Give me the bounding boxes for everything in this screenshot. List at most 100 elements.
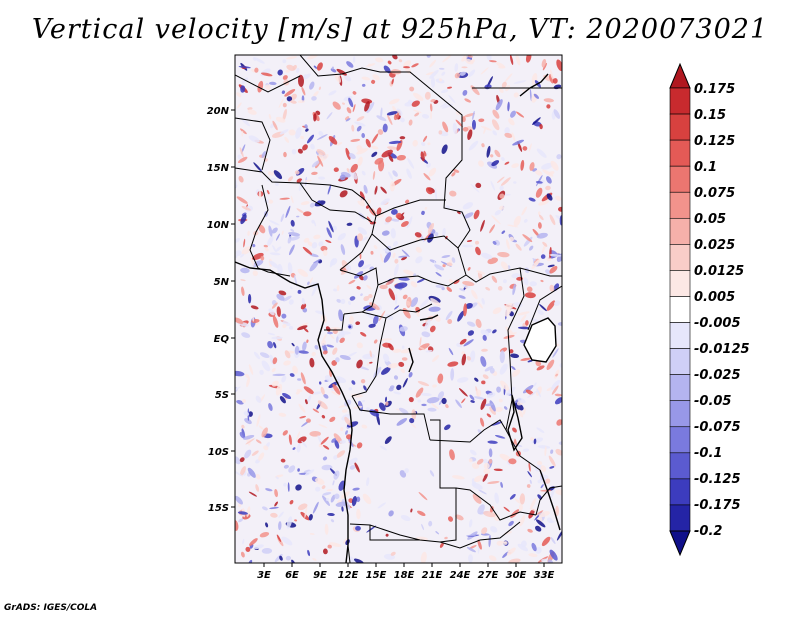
field-blob (334, 72, 341, 83)
field-blob (490, 154, 494, 158)
field-blob (421, 523, 425, 531)
field-blob (551, 380, 561, 390)
field-blob (502, 279, 507, 284)
field-blob (459, 338, 467, 345)
field-blob (374, 185, 378, 195)
field-blob (492, 130, 498, 136)
field-blob (327, 544, 332, 549)
field-blob (356, 359, 363, 369)
lon-label: 21E (422, 570, 443, 581)
field-blob (351, 495, 357, 507)
field-blob (268, 171, 272, 176)
field-blob (420, 551, 427, 563)
field-blob (489, 224, 496, 234)
field-blob (318, 86, 321, 91)
field-blob (244, 418, 252, 425)
field-blob (268, 199, 274, 204)
field-blob (488, 555, 497, 562)
field-blob (482, 374, 489, 379)
field-blob (345, 118, 351, 122)
field-blob (326, 489, 334, 492)
field-blob (393, 112, 400, 121)
field-blob (316, 134, 328, 141)
field-blob (259, 369, 264, 375)
field-blob (504, 127, 510, 135)
field-blob (405, 199, 410, 204)
field-blob (439, 542, 444, 548)
field-blob (486, 413, 492, 418)
field-blob (238, 518, 244, 523)
field-blob (525, 389, 534, 395)
field-blob (542, 62, 548, 71)
field-blob (529, 245, 534, 251)
field-blob (356, 508, 361, 520)
field-blob (473, 209, 480, 220)
field-blob (480, 398, 487, 410)
field-blob (467, 267, 471, 271)
field-blob (536, 510, 544, 515)
field-blob (309, 430, 321, 437)
field-blob (368, 323, 376, 328)
field-blob (393, 375, 399, 380)
lon-label: 12E (338, 570, 359, 581)
field-blob (248, 293, 252, 304)
field-blob (252, 252, 264, 261)
field-blob (545, 176, 552, 184)
field-blob (428, 520, 433, 527)
field-blob (533, 438, 537, 445)
colorbar-box (669, 191, 691, 219)
field-blob (251, 450, 259, 456)
field-blob (346, 222, 353, 226)
field-blob (398, 59, 403, 63)
field-blob (252, 270, 258, 277)
field-blob (268, 113, 272, 120)
field-blob (356, 496, 361, 503)
field-blob (288, 299, 294, 305)
field-blob (245, 438, 255, 445)
field-blob (519, 493, 526, 505)
field-blob (336, 450, 346, 458)
field-blob (275, 384, 283, 396)
field-blob (378, 160, 385, 172)
field-blob (290, 93, 297, 101)
field-blob (322, 445, 330, 450)
field-blob (265, 488, 273, 492)
colorbar-boxes (669, 87, 691, 532)
latitude-labels: 20N 15N 10N 5N EQ 5S 10S 15S (207, 106, 230, 514)
field-blob (498, 398, 503, 403)
field-blob (447, 361, 459, 367)
field-blob (301, 440, 308, 448)
field-blob (520, 540, 527, 548)
colorbar-box (669, 322, 691, 349)
field-blob (375, 57, 384, 63)
field-blob (327, 331, 333, 335)
field-blob (330, 68, 337, 73)
field-blob (320, 386, 325, 395)
field-blob (424, 91, 431, 100)
field-blob (536, 232, 548, 239)
field-blob (394, 305, 400, 310)
field-blob (524, 292, 536, 299)
field-blob (366, 362, 370, 366)
field-blob (426, 162, 431, 168)
field-blob (411, 100, 420, 107)
field-blob (463, 212, 474, 219)
field-blob (459, 288, 466, 292)
field-blob (380, 107, 383, 118)
field-blob (393, 391, 401, 395)
field-blob (309, 260, 319, 272)
field-blob (410, 508, 413, 513)
field-blob (362, 493, 372, 505)
field-blob (546, 359, 555, 370)
field-blob (253, 351, 261, 360)
field-blob (398, 255, 408, 258)
field-blob (467, 330, 475, 336)
field-blob (302, 144, 308, 151)
field-blob (331, 438, 336, 443)
colorbar-box (669, 504, 691, 532)
field-blob (240, 253, 245, 258)
field-blob (315, 486, 321, 492)
field-blob (382, 248, 391, 253)
field-blob (294, 345, 300, 355)
